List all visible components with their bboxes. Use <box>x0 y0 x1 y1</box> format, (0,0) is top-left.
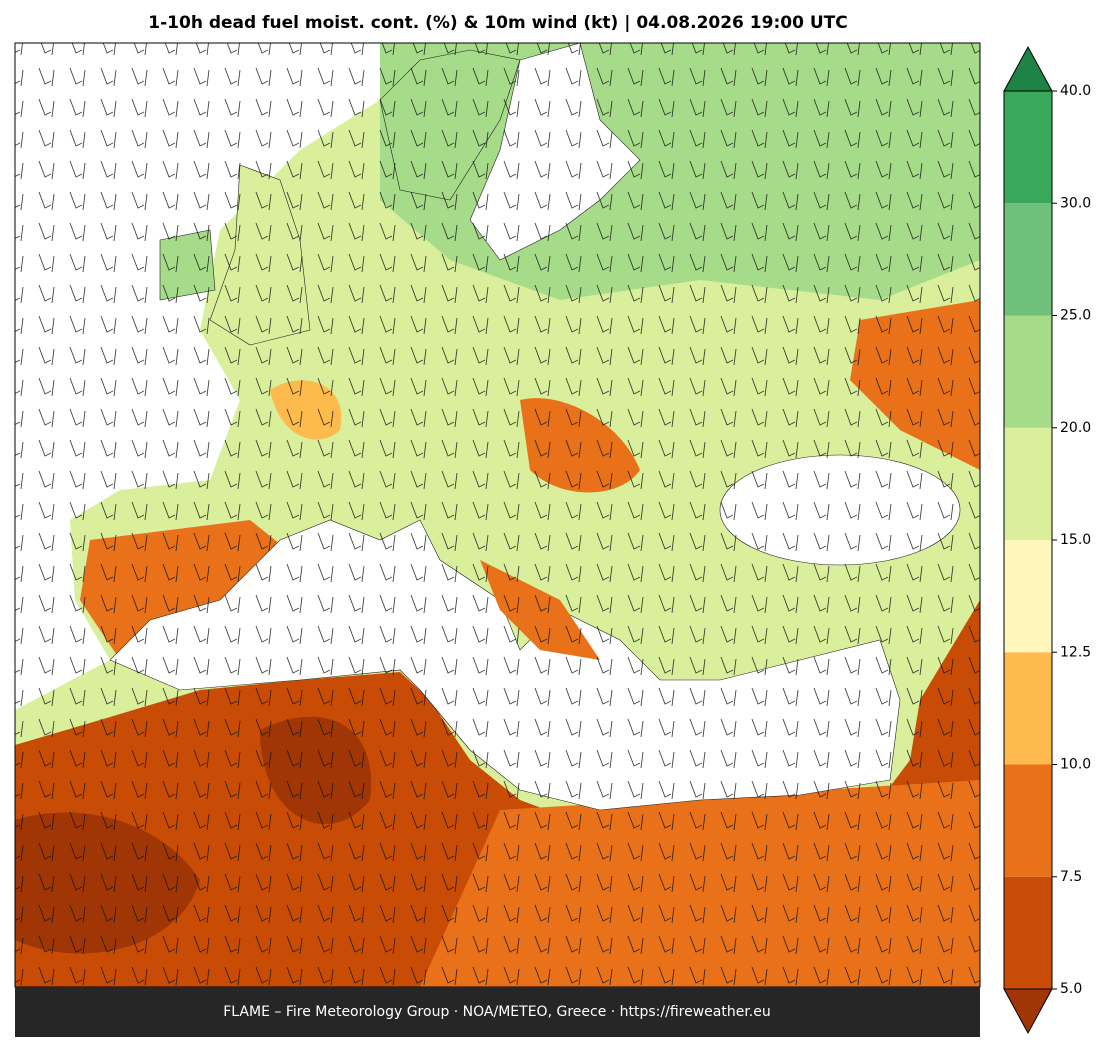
colorbar-bin <box>1004 876 1052 989</box>
colorbar-tick-label: 20.0 <box>1060 420 1091 436</box>
colorbar-tick-label: 12.5 <box>1060 644 1091 660</box>
colorbar-tick-label: 10.0 <box>1060 757 1091 773</box>
colorbar-tick-label: 5.0 <box>1060 981 1082 997</box>
colorbar-bin <box>1004 764 1052 877</box>
footer-bar <box>15 987 980 1037</box>
colorbar-bin <box>1004 203 1052 316</box>
colorbar-tick-label: 7.5 <box>1060 869 1082 885</box>
colorbar-tick-label: 30.0 <box>1060 195 1091 211</box>
colorbar-over <box>1003 45 1053 92</box>
colorbar-bin <box>1004 91 1052 204</box>
map <box>15 43 980 987</box>
footer-text: FLAME – Fire Meteorology Group · NOA/MET… <box>223 1004 771 1020</box>
colorbar-bin <box>1004 652 1052 765</box>
colorbar-tick-label: 15.0 <box>1060 532 1091 548</box>
colorbar-bin <box>1004 540 1052 653</box>
colorbar-tick-label: 25.0 <box>1060 308 1091 324</box>
wind-barbs <box>15 43 980 987</box>
colorbar-tick-label: 40.0 <box>1060 83 1091 99</box>
title: 1-10h dead fuel moist. cont. (%) & 10m w… <box>148 13 847 33</box>
colorbar-bin <box>1004 315 1052 428</box>
colorbar: 5.0 7.5 10.0 12.5 15.0 20.0 25.0 30.0 40.0 <box>1003 45 1091 1035</box>
colorbar-bin <box>1004 427 1052 540</box>
colorbar-under <box>1003 988 1053 1035</box>
